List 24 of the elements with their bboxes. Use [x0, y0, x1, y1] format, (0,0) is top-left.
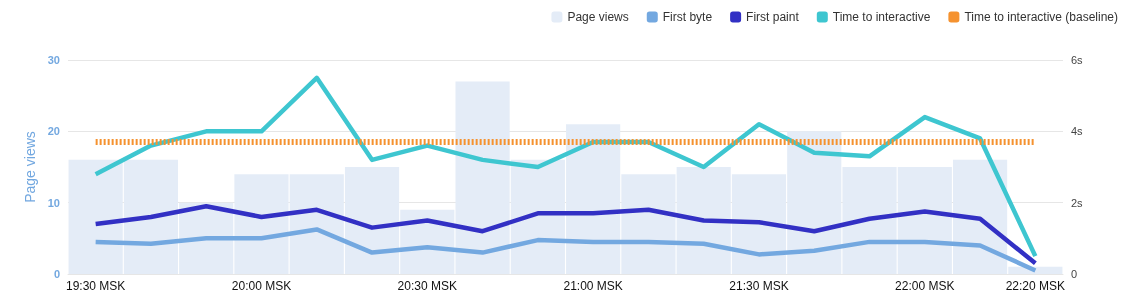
x-tick-label: 22:20 MSK	[1005, 279, 1066, 293]
y-tick-label: 10	[47, 196, 60, 209]
x-tick-label: 21:00 MSK	[563, 279, 623, 293]
y2-tick-label: 0	[1071, 268, 1078, 280]
x-tick-label: 20:30 MSK	[397, 279, 457, 293]
y-axis-title: Page views	[21, 131, 38, 203]
legend-label: First byte	[662, 10, 713, 24]
y-tick-label: 20	[47, 125, 60, 138]
y2-tick-label: 4s	[1071, 125, 1084, 138]
x-tick-label: 20:00 MSK	[231, 279, 292, 293]
x-tick-label: 21:30 MSK	[729, 279, 789, 293]
legend-label: Time to interactive (baseline)	[964, 10, 1119, 24]
y-tick-label: 0	[53, 268, 60, 280]
y2-tick-label: 6s	[1071, 54, 1084, 66]
y2-tick-label: 2s	[1071, 196, 1084, 209]
legend-label: Time to interactive	[832, 10, 931, 24]
legend-label: Page views	[567, 10, 629, 24]
line-series	[93, 227, 1038, 273]
line-series	[93, 75, 1038, 259]
legend-label: First paint	[746, 10, 800, 24]
line-series	[93, 203, 1038, 266]
x-tick-label: 19:30 MSK	[65, 279, 126, 293]
y-tick-label: 30	[47, 54, 60, 66]
x-tick-label: 22:00 MSK	[895, 279, 955, 293]
